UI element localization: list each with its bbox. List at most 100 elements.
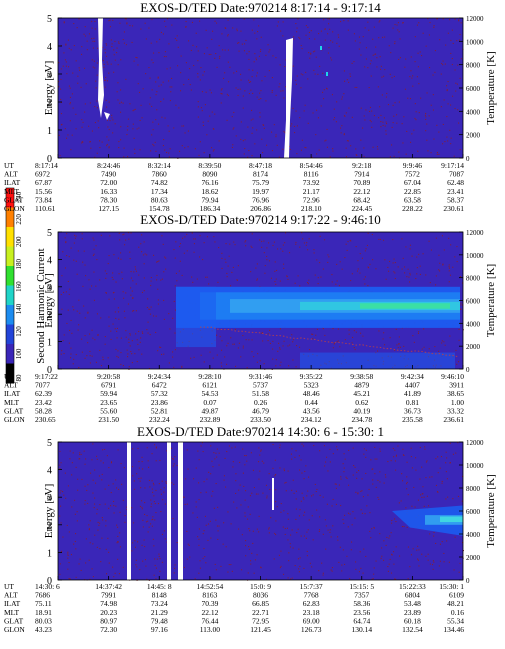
noise-speck [380, 68, 382, 70]
noise-speck [341, 268, 343, 270]
noise-speck [394, 460, 396, 462]
noise-speck [214, 563, 216, 565]
noise-speck [109, 120, 111, 122]
noise-speck [283, 340, 285, 342]
noise-speck [271, 77, 273, 79]
table-cell: 236.61 [443, 415, 464, 424]
noise-speck [279, 64, 281, 66]
table-cell: 62.48 [447, 178, 464, 187]
noise-speck [220, 565, 222, 567]
noise-speck [185, 21, 187, 23]
noise-speck [77, 478, 79, 480]
y-axis-label: Energy [eV] [43, 61, 55, 115]
table-row-label: GLON [4, 625, 25, 634]
noise-speck [133, 271, 135, 273]
noise-speck [256, 554, 258, 556]
noise-speck [109, 26, 111, 28]
noise-speck [155, 315, 157, 317]
noise-speck [256, 129, 258, 131]
noise-speck [126, 129, 128, 131]
noise-speck [122, 39, 124, 41]
noise-speck [162, 499, 164, 501]
noise-speck [75, 576, 77, 578]
noise-speck [62, 340, 64, 342]
noise-speck [417, 499, 419, 501]
noise-speck [136, 473, 138, 475]
noise-speck [297, 558, 299, 560]
noise-speck [458, 328, 460, 330]
noise-speck [88, 125, 90, 127]
noise-speck [287, 577, 289, 579]
noise-speck [394, 102, 396, 104]
y-tick-label: 2 [47, 310, 52, 321]
noise-speck [372, 54, 374, 56]
noise-speck [350, 549, 352, 551]
noise-speck [117, 356, 119, 358]
noise-speck [277, 350, 279, 352]
noise-speck [276, 25, 278, 27]
noise-speck [411, 77, 413, 79]
noise-speck [424, 446, 426, 448]
noise-speck [419, 273, 421, 275]
noise-speck [284, 132, 286, 134]
noise-speck [273, 241, 275, 243]
noise-speck [445, 471, 447, 473]
noise-speck [446, 116, 448, 118]
noise-speck [176, 39, 178, 41]
noise-speck [403, 526, 405, 528]
noise-speck [322, 496, 324, 498]
noise-speck [199, 141, 201, 143]
noise-speck [424, 448, 426, 450]
noise-speck [327, 470, 329, 472]
noise-speck [454, 256, 456, 258]
noise-speck [73, 23, 75, 25]
table-cell: 7768 [304, 591, 319, 600]
noise-speck [133, 60, 135, 62]
noise-speck [358, 48, 360, 50]
noise-speck [94, 339, 96, 341]
noise-speck [131, 340, 133, 342]
noise-speck [81, 351, 83, 353]
noise-speck [283, 510, 285, 512]
noise-speck [381, 547, 383, 549]
noise-speck [113, 576, 115, 578]
table-cell: 66.85 [252, 599, 269, 608]
noise-speck [429, 67, 431, 69]
noise-speck [375, 268, 377, 270]
noise-speck [284, 528, 286, 530]
noise-speck [260, 566, 262, 568]
noise-speck [309, 562, 311, 564]
noise-speck [459, 77, 461, 79]
noise-speck [150, 280, 152, 282]
noise-speck [163, 56, 165, 58]
noise-speck [305, 465, 307, 467]
noise-speck [174, 567, 176, 569]
noise-speck [292, 359, 294, 361]
noise-speck [228, 445, 230, 447]
noise-speck [460, 58, 462, 60]
noise-speck [349, 73, 351, 75]
noise-speck [371, 528, 373, 530]
noise-speck [450, 39, 452, 41]
noise-speck [388, 270, 390, 272]
noise-speck [283, 470, 285, 472]
table-cell: 38.65 [447, 389, 464, 398]
noise-speck [313, 69, 315, 71]
noise-speck [407, 546, 409, 548]
noise-speck [166, 151, 168, 153]
noise-speck [360, 490, 362, 492]
noise-speck [252, 69, 254, 71]
noise-speck [333, 119, 335, 121]
table-cell: 9:42:34 [401, 372, 424, 381]
noise-speck [331, 274, 333, 276]
noise-speck [447, 81, 449, 83]
noise-speck [233, 241, 235, 243]
noise-speck [105, 520, 107, 522]
noise-speck [160, 84, 162, 86]
noise-speck [328, 256, 330, 258]
noise-speck [219, 55, 221, 57]
noise-speck [191, 232, 193, 234]
noise-speck [350, 280, 352, 282]
noise-speck [138, 274, 140, 276]
noise-speck [139, 149, 141, 151]
